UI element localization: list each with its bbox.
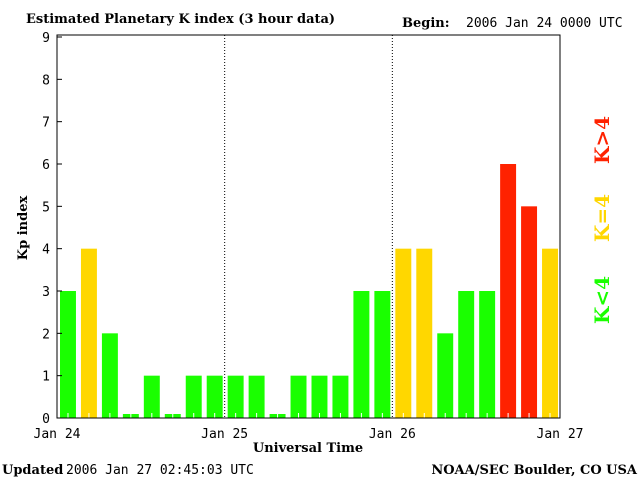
y-tick-label: 0 bbox=[42, 412, 50, 427]
kp-bar bbox=[80, 248, 97, 418]
y-tick-label: 9 bbox=[42, 31, 50, 46]
y-tick-label: 2 bbox=[42, 327, 50, 342]
kp-bar bbox=[395, 248, 412, 418]
kp-bar bbox=[206, 375, 223, 418]
kp-bar bbox=[101, 333, 118, 418]
x-tick-label: Jan 25 bbox=[201, 427, 248, 442]
kp-bar bbox=[227, 375, 244, 418]
y-tick-label: 1 bbox=[42, 370, 50, 385]
begin-label: Begin: bbox=[402, 16, 450, 31]
source-credit: NOAA/SEC Boulder, CO USA bbox=[431, 463, 638, 478]
legend-item: K=4 bbox=[590, 194, 614, 242]
legend-item: K<4 bbox=[590, 276, 614, 324]
kp-bar bbox=[290, 375, 307, 418]
legend-item: K>4 bbox=[590, 116, 614, 164]
kp-bar bbox=[332, 375, 349, 418]
updated-label: Updated bbox=[2, 463, 63, 478]
kp-bar bbox=[458, 291, 475, 418]
y-tick-label: 3 bbox=[42, 285, 50, 300]
kp-bar bbox=[248, 375, 265, 418]
plot-frame bbox=[56, 34, 561, 419]
kp-bar bbox=[60, 291, 76, 418]
y-tick-label: 4 bbox=[42, 243, 50, 258]
kp-bar bbox=[311, 375, 328, 418]
x-tick-label: Jan 26 bbox=[369, 427, 416, 442]
y-tick-label: 8 bbox=[42, 73, 50, 88]
kp-bar bbox=[479, 291, 496, 418]
kp-bar bbox=[542, 248, 558, 418]
kp-bar bbox=[143, 375, 160, 418]
updated-value: 2006 Jan 27 02:45:03 UTC bbox=[66, 463, 254, 478]
x-axis-label: Universal Time bbox=[253, 441, 363, 456]
y-axis-label: Kp index bbox=[16, 196, 31, 261]
begin-value: 2006 Jan 24 0000 UTC bbox=[466, 16, 623, 31]
kp-bar bbox=[500, 164, 517, 418]
kp-bar bbox=[353, 291, 370, 418]
kp-bar bbox=[374, 291, 391, 418]
kp-bar bbox=[437, 333, 454, 418]
x-tick-label: Jan 27 bbox=[537, 427, 584, 442]
y-tick-label: 6 bbox=[42, 158, 50, 173]
y-tick-label: 5 bbox=[42, 200, 50, 215]
y-tick-label: 7 bbox=[42, 116, 50, 131]
chart-title: Estimated Planetary K index (3 hour data… bbox=[26, 12, 335, 27]
kp-bar bbox=[185, 375, 202, 418]
kp-bar bbox=[416, 248, 433, 418]
kp-bar bbox=[521, 206, 538, 418]
x-tick-label: Jan 24 bbox=[34, 427, 81, 442]
